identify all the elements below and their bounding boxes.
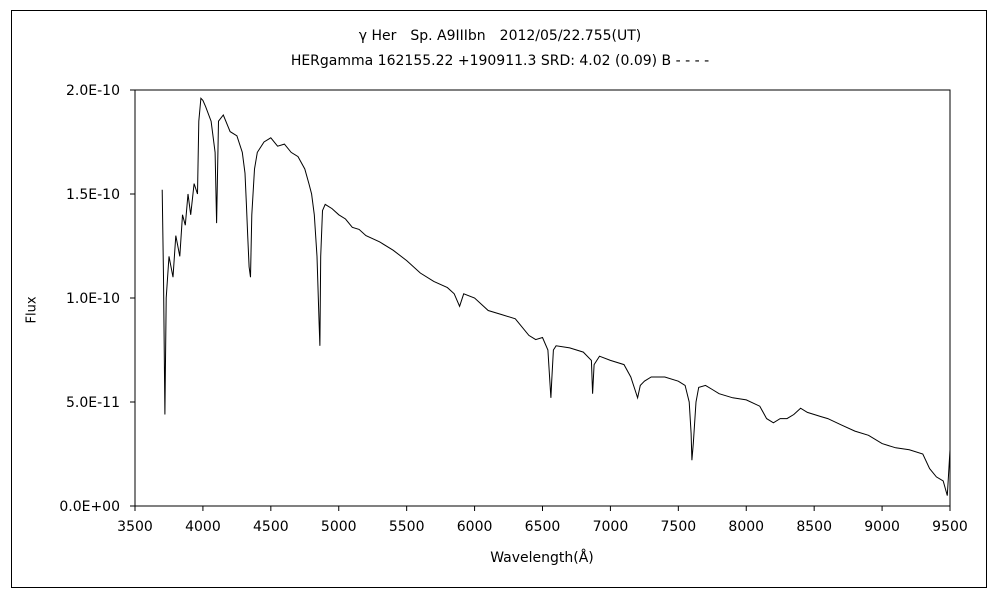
y-tick-label: 0.0E+00 xyxy=(59,499,120,515)
x-tick-label: 4000 xyxy=(185,519,221,535)
y-tick-label: 1.0E-10 xyxy=(66,291,120,307)
y-tick-label: 5.0E-11 xyxy=(66,395,120,411)
x-tick-label: 4500 xyxy=(253,519,289,535)
x-tick-label: 8000 xyxy=(728,519,764,535)
x-tick-label: 9000 xyxy=(864,519,900,535)
x-tick-label: 5000 xyxy=(321,519,357,535)
x-tick-label: 3500 xyxy=(117,519,153,535)
y-axis-label: Flux xyxy=(24,296,40,324)
chart-frame xyxy=(11,10,987,588)
spectrum-line xyxy=(161,97,951,496)
axis-ticks: 3500 4000 4500 5000 5500 6000 6500 7000 7500 8000… xyxy=(59,83,967,535)
x-axis-label: Wavelength(Å) xyxy=(490,550,594,566)
x-tick-label: 5500 xyxy=(389,519,425,535)
y-tick-label: 2.0E-10 xyxy=(66,83,120,99)
x-tick-label: 7000 xyxy=(593,519,629,535)
x-tick-label: 8500 xyxy=(796,519,832,535)
x-tick-label: 7500 xyxy=(661,519,697,535)
chart-title: γ Her Sp. A9IIIbn 2012/05/22.755(UT) xyxy=(358,28,642,44)
y-tick-label: 1.5E-10 xyxy=(66,187,120,203)
chart-subtitle: HERgamma 162155.22 +190911.3 SRD: 4.02 (… xyxy=(290,53,710,69)
x-tick-label: 9500 xyxy=(932,519,968,535)
x-tick-label: 6000 xyxy=(457,519,493,535)
x-tick-label: 6500 xyxy=(525,519,561,535)
